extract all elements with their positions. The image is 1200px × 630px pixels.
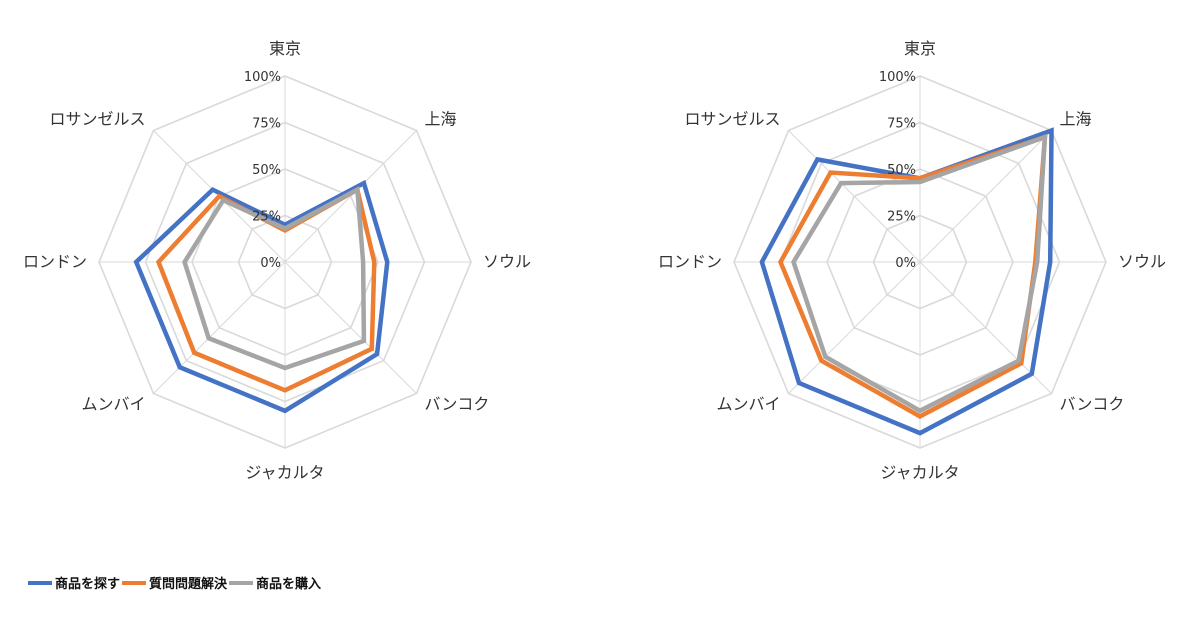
category-label: 東京 <box>269 39 301 58</box>
tick-label: 75% <box>887 117 916 132</box>
category-label: ムンバイ <box>81 395 145 414</box>
category-label: ムンバイ <box>716 395 780 414</box>
tick-label: 75% <box>252 117 281 132</box>
series-line-3 <box>182 186 367 371</box>
legend-swatch-question <box>122 580 147 585</box>
tick-label: 100% <box>879 70 916 85</box>
legend-item-question: 質問問題解決 <box>122 573 227 592</box>
axis-line <box>284 130 417 263</box>
legend-swatch-purchase <box>229 580 254 585</box>
category-label: 上海 <box>1060 109 1092 128</box>
legend-swatch-search <box>28 580 52 585</box>
legend-label-search: 商品を探す <box>55 577 121 592</box>
category-label: ジャカルタ <box>245 463 324 482</box>
category-label: ソウル <box>483 252 531 271</box>
axis-line <box>919 130 1052 263</box>
axis-line <box>919 261 1052 394</box>
category-label: ソウル <box>1118 252 1166 271</box>
tick-label: 50% <box>252 163 281 178</box>
category-label: 東京 <box>904 39 936 58</box>
series-line-2 <box>778 133 1048 419</box>
tick-label: 50% <box>887 163 916 178</box>
tick-label: 100% <box>244 70 281 85</box>
legend-label-question: 質問問題解決 <box>149 577 228 592</box>
axis-line <box>284 261 417 394</box>
category-label: ロンドン <box>23 252 87 271</box>
tick-label: 25% <box>887 210 916 225</box>
legend-item-purchase: 商品を購入 <box>229 573 321 592</box>
legend-label-purchase: 商品を購入 <box>256 577 322 592</box>
category-label: ロンドン <box>658 252 722 271</box>
series-line-1 <box>133 179 390 414</box>
category-label: バンコク <box>1060 395 1125 414</box>
tick-label: 0% <box>895 256 916 271</box>
tick-label: 25% <box>252 210 281 225</box>
category-label: 上海 <box>425 109 457 128</box>
legend: 商品を探す 質問問題解決 商品を購入 <box>28 573 323 592</box>
category-label: ロサンゼルス <box>684 109 780 128</box>
series-line-3 <box>791 133 1048 414</box>
axis-line <box>153 261 286 394</box>
category-label: バンコク <box>425 395 490 414</box>
axis-line <box>788 130 921 263</box>
axis-line <box>788 261 921 394</box>
series-line-1 <box>759 127 1054 436</box>
series-line-2 <box>155 186 377 393</box>
legend-item-search: 商品を探す <box>28 573 120 592</box>
category-label: ジャカルタ <box>880 463 959 482</box>
category-label: ロサンゼルス <box>49 109 145 128</box>
tick-label: 0% <box>260 256 281 271</box>
